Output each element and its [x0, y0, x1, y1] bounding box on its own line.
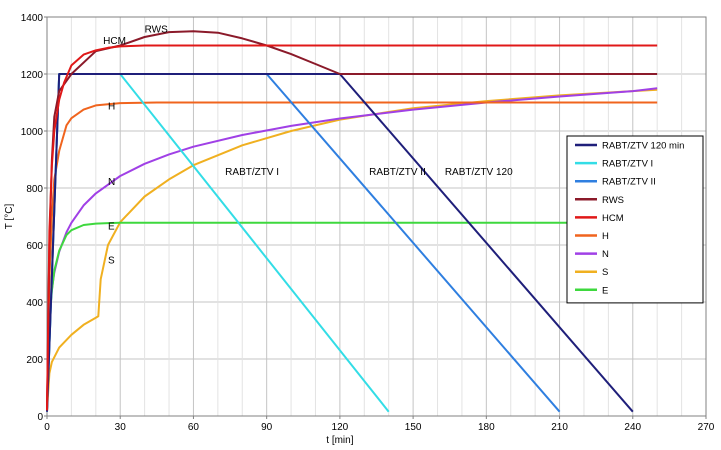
x-tick-label: 210: [551, 422, 568, 433]
x-tick-label: 30: [115, 422, 127, 433]
y-tick-label: 0: [37, 412, 43, 423]
y-tick-label: 1400: [21, 13, 44, 24]
legend-entry-label: N: [602, 249, 609, 260]
series-annotations: RWS HCM H N E S RABT/ZTV I RABT/ZTV II RABT/ZTV …: [103, 25, 513, 267]
annotation-label: RABT/ZTV 120: [445, 167, 513, 178]
y-axis-label: T [°C]: [4, 204, 15, 230]
y-tick-label: 400: [26, 298, 43, 309]
x-tick-label: 120: [332, 422, 349, 433]
series-line-e: [46, 221, 658, 411]
legend-entry-label: HCM: [602, 213, 624, 224]
legend-entry-label: S: [602, 267, 608, 278]
legend-entry-label: RWS: [602, 195, 624, 206]
x-tick-label: 150: [405, 422, 422, 433]
plot-border: [46, 16, 707, 417]
annotation-label: RABT/ZTV II: [369, 167, 426, 178]
legend-entry-label: H: [602, 231, 609, 242]
annotation-label: E: [108, 221, 115, 232]
series-line-h: [46, 101, 658, 411]
annotation-label: RABT/ZTV I: [225, 167, 279, 178]
y-tick-label: 800: [26, 184, 43, 195]
x-tick-label: 90: [261, 422, 273, 433]
legend-entry-label: RABT/ZTV II: [602, 177, 656, 188]
legend: RABT/ZTV 120 min RABT/ZTV I RABT/ZTV II RWS…: [566, 135, 704, 304]
series-line-rabt-ztv-120-min: [46, 73, 634, 413]
y-tick-label: 1200: [21, 70, 44, 81]
x-tick-label: 180: [478, 422, 495, 433]
annotation-label: RWS: [145, 25, 168, 36]
x-axis-label: t [min]: [326, 435, 353, 446]
x-tick-label: 240: [624, 422, 641, 433]
y-tick-label: 600: [26, 241, 43, 252]
y-tick-label: 1000: [21, 127, 44, 138]
series-line-n: [46, 87, 658, 411]
series-lines: [46, 30, 658, 413]
axes: 0 30 60 90 120 150 180 210 240 270 0 200 400 600 800 10…: [21, 13, 715, 433]
series-line-hcm: [46, 44, 658, 411]
x-tick-label: 270: [698, 422, 715, 433]
annotation-label: H: [108, 102, 115, 113]
legend-entry-label: RABT/ZTV I: [602, 159, 653, 170]
y-tick-label: 200: [26, 355, 43, 366]
x-tick-label: 60: [188, 422, 200, 433]
series-line-s: [46, 88, 658, 411]
annotation-label: HCM: [103, 36, 126, 47]
legend-entry-label: RABT/ZTV 120 min: [602, 141, 684, 152]
x-tick-label: 0: [44, 422, 50, 433]
annotation-label: N: [108, 177, 115, 188]
series-line-rws: [46, 30, 658, 411]
legend-entry-label: E: [602, 285, 608, 296]
annotation-label: S: [108, 256, 115, 267]
